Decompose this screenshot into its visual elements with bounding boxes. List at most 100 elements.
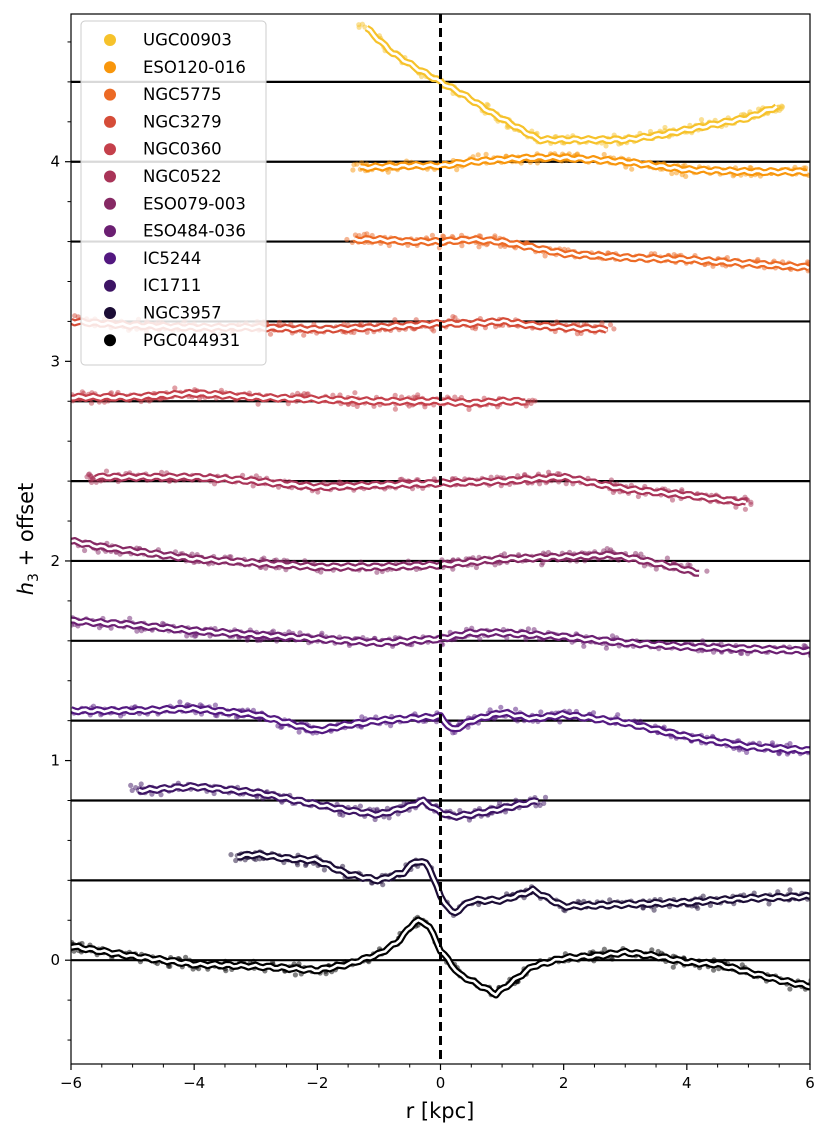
data-point [380,882,386,888]
profile-core [365,26,778,143]
data-point [459,243,465,249]
legend-label: ESO079-003 [143,194,246,213]
data-point [62,542,67,547]
data-point [452,315,458,321]
y-tick-label: 2 [50,552,60,570]
data-point [82,547,88,554]
data-point [228,852,234,858]
data-point [374,569,380,575]
x-axis-ticks: −6 −4 −2 0 2 4 6 [60,1064,815,1092]
legend-item-pgc044931: PGC044931 [104,331,240,350]
data-point [813,649,818,654]
legend-marker [104,170,116,183]
legend-label: NGC3957 [143,304,222,323]
data-point [350,167,356,173]
data-point [263,565,269,571]
data-point [669,170,675,177]
legend: UGC00903 ESO120-016 NGC5775 NGC3279 NGC0360 N… [80,20,267,366]
data-point [603,143,609,149]
x-tick-label: 0 [436,1074,446,1092]
data-point [103,468,110,474]
data-point [513,706,519,712]
legend-item-ngc0360: NGC0360 [104,140,222,159]
y-axis-label-sub: 3 [26,573,42,582]
x-tick-label: 2 [559,1074,569,1092]
data-point [63,391,68,396]
data-point [813,982,818,987]
data-point [250,483,256,489]
data-point [466,406,472,412]
data-point [700,638,706,644]
data-point [323,971,329,977]
data-point [138,781,144,787]
profile-ngc5775 [352,235,810,272]
data-point [340,812,346,818]
data-point [704,568,710,574]
legend-item-ngc5775: NGC5775 [104,85,222,104]
legend-label: PGC044931 [143,331,240,350]
data-point [359,21,365,27]
data-point [405,558,411,564]
data-point [776,751,782,757]
data-point [812,984,817,989]
data-point [356,24,362,30]
profile-ngc0360 [71,388,526,408]
data-point [267,331,274,337]
data-point [711,967,717,973]
data-point [274,638,280,644]
legend-marker [104,197,116,210]
data-point [581,643,587,649]
legend-marker [104,225,116,238]
data-point [64,948,69,953]
legend-box [80,20,267,366]
data-point [388,723,394,729]
legend-marker [104,115,116,128]
legend-label: NGC0360 [143,140,222,159]
data-point [255,401,261,407]
y-tick-label: 0 [50,951,60,969]
data-point [454,167,460,173]
data-point [815,648,820,653]
data-point [816,649,821,654]
data-point [96,625,103,631]
data-point [611,326,617,332]
data-point [212,702,218,708]
data-point [351,162,357,168]
legend-item-ugc00903: UGC00903 [104,31,232,50]
data-point [59,619,64,624]
data-point [501,551,507,557]
profile-core [71,539,700,575]
legend-item-ngc3957: NGC3957 [104,304,222,323]
data-point [744,749,750,756]
data-point [813,167,818,172]
legend-label: ESO120-016 [143,58,246,77]
profile-eso120-016 [360,153,808,177]
data-point [766,901,772,907]
data-point [651,907,657,913]
data-point [669,497,676,503]
data-point [779,104,786,110]
data-point [498,704,504,710]
legend-item-eso484-036: ESO484-036 [104,222,246,241]
x-tick-label: −6 [60,1074,82,1092]
profile-ic1711 [137,782,539,821]
data-point [330,392,336,398]
y-axis-label-rest: + offset [14,483,38,573]
data-point [609,956,615,962]
y-axis-label-h: h [14,582,38,595]
data-point [88,400,95,406]
legend-marker [104,88,116,101]
data-point [607,897,613,903]
data-point [321,867,327,873]
x-tick-label: −2 [306,1074,328,1092]
data-point [748,499,754,505]
data-point [296,729,302,735]
data-point [62,542,67,547]
data-point [392,317,398,323]
legend-item-ngc3279: NGC3279 [104,112,222,131]
legend-marker [104,34,116,46]
data-point [599,320,605,326]
data-point [607,322,614,328]
